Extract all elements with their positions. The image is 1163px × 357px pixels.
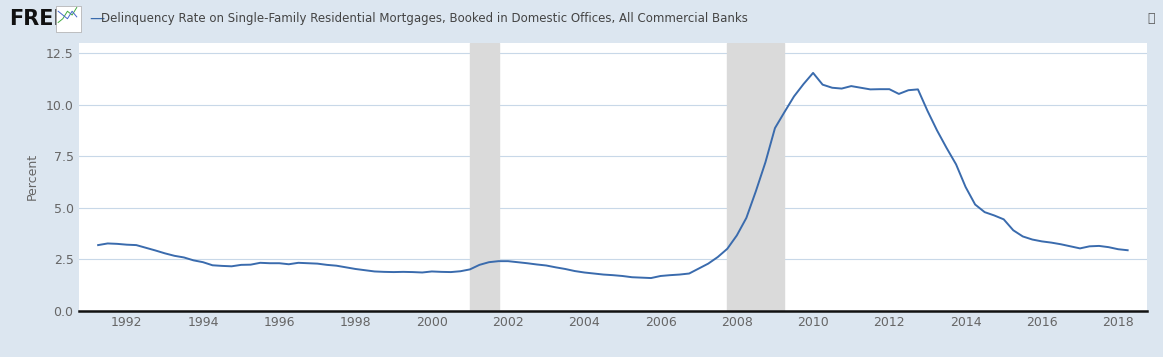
Text: FRED: FRED — [9, 9, 71, 29]
Bar — [727, 43, 785, 311]
Bar — [470, 43, 499, 311]
Text: —: — — [90, 11, 105, 26]
Y-axis label: Percent: Percent — [26, 153, 38, 200]
FancyBboxPatch shape — [56, 6, 81, 32]
Text: Delinquency Rate on Single-Family Residential Mortgages, Booked in Domestic Offi: Delinquency Rate on Single-Family Reside… — [101, 12, 748, 25]
Text: ⛶: ⛶ — [1148, 12, 1155, 25]
